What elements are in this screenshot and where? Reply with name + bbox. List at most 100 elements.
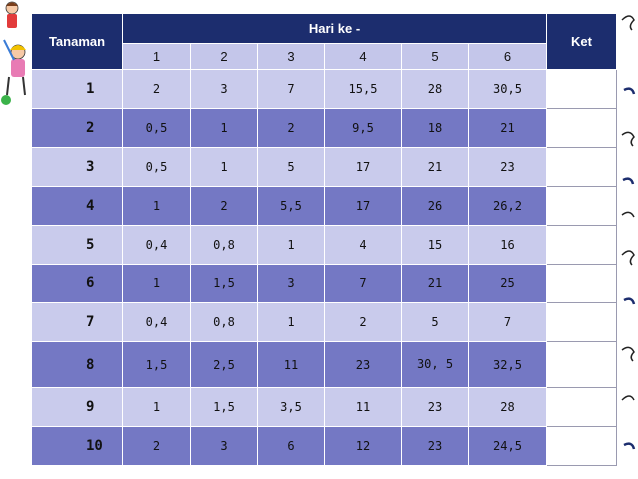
note-cell	[546, 426, 617, 466]
table-cell: 23	[401, 387, 469, 428]
table-cell: 0,4	[122, 224, 191, 265]
table-cell: 0,4	[122, 302, 191, 343]
header-day: 3	[257, 43, 325, 70]
table-cell: 7	[324, 263, 402, 304]
table-row: 5 0,4 0,8 1 4 15 16	[31, 224, 617, 265]
table-cell: 11	[324, 387, 402, 428]
table-cell: 30,5	[468, 69, 547, 109]
plant-number: 9	[31, 387, 123, 428]
table-cell: 23	[401, 426, 469, 466]
table-cell: 1	[190, 107, 258, 148]
table-cell: 21	[401, 146, 469, 187]
table-cell: 1	[122, 185, 191, 226]
table-cell: 15	[401, 224, 469, 265]
children-clipart-icon	[1, 1, 26, 105]
table-cell: 21	[401, 263, 469, 304]
table-cell: 2	[122, 69, 191, 109]
header-day: 1	[122, 43, 191, 70]
table-cell: 3	[257, 263, 325, 304]
table-cell: 0,8	[190, 224, 258, 265]
plant-number: 6	[31, 263, 123, 304]
table-cell: 3,5	[257, 387, 325, 428]
note-cell	[546, 387, 617, 428]
note-cell	[546, 107, 617, 148]
table-cell: 25	[468, 263, 547, 304]
table-cell: 11	[257, 341, 325, 389]
header-day: 6	[468, 43, 547, 70]
note-cell	[546, 263, 617, 304]
table-cell: 0,8	[190, 302, 258, 343]
plant-number: 1	[31, 69, 123, 109]
table-cell: 15,5	[324, 69, 402, 109]
plant-number: 10	[31, 426, 123, 466]
note-cell	[546, 146, 617, 187]
table-row: 9 1 1,5 3,5 11 23 28	[31, 387, 617, 428]
table-cell: 28	[468, 387, 547, 428]
table-cell: 3	[190, 69, 258, 109]
header-note: Ket	[546, 13, 617, 70]
table-cell: 3	[190, 426, 258, 466]
table-cell: 4	[324, 224, 402, 265]
note-cell	[546, 302, 617, 343]
table-row: 10 2 3 6 12 23 24,5	[31, 426, 617, 466]
table-cell: 7	[257, 69, 325, 109]
header-day: 4	[324, 43, 402, 70]
table-cell: 9,5	[324, 107, 402, 148]
plant-number: 5	[31, 224, 123, 265]
table-row: 1 2 3 7 15,5 28 30,5	[31, 69, 617, 109]
table-cell: 1	[122, 387, 191, 428]
table-cell: 28	[401, 69, 469, 109]
table-cell: 0,5	[122, 146, 191, 187]
table-row: 7 0,4 0,8 1 2 5 7	[31, 302, 617, 343]
table-cell: 16	[468, 224, 547, 265]
note-cell	[546, 224, 617, 265]
table-cell: 17	[324, 185, 402, 226]
note-cell	[546, 185, 617, 226]
table-cell: 2	[324, 302, 402, 343]
table-cell: 26	[401, 185, 469, 226]
table-cell: 2	[122, 426, 191, 466]
table-cell: 7	[468, 302, 547, 343]
table-cell: 2	[190, 185, 258, 226]
growth-table: Tanaman Hari ke - Ket 1 2 3 4 5 6 1 2 3 …	[31, 13, 617, 466]
plant-number: 4	[31, 185, 123, 226]
table-cell: 1	[190, 146, 258, 187]
table-row: 8 1,5 2,5 11 23 30, 5 32,5	[31, 341, 617, 389]
table-cell: 30, 5	[401, 341, 469, 389]
table-cell: 5,5	[257, 185, 325, 226]
table-cell: 12	[324, 426, 402, 466]
table-row: 3 0,5 1 5 17 21 23	[31, 146, 617, 187]
table-cell: 1	[257, 302, 325, 343]
table-cell: 17	[324, 146, 402, 187]
table-cell: 5	[257, 146, 325, 187]
note-cell	[546, 69, 617, 109]
plant-number: 2	[31, 107, 123, 148]
table-cell: 23	[324, 341, 402, 389]
table-cell: 1,5	[190, 263, 258, 304]
table-cell: 2,5	[190, 341, 258, 389]
header-day: 5	[401, 43, 469, 70]
table-row: 6 1 1,5 3 7 21 25	[31, 263, 617, 304]
table-row: 4 1 2 5,5 17 26 26,2	[31, 185, 617, 226]
table-cell: 1,5	[122, 341, 191, 389]
table-cell: 1,5	[190, 387, 258, 428]
plant-number: 8	[31, 341, 123, 389]
table-cell: 23	[468, 146, 547, 187]
table-row: 2 0,5 1 2 9,5 18 21	[31, 107, 617, 148]
table-cell: 32,5	[468, 341, 547, 389]
table-cell: 5	[401, 302, 469, 343]
table-cell: 26,2	[468, 185, 547, 226]
plant-number: 3	[31, 146, 123, 187]
table-cell: 24,5	[468, 426, 547, 466]
table-cell: 18	[401, 107, 469, 148]
header-day: 2	[190, 43, 258, 70]
table-cell: 0,5	[122, 107, 191, 148]
header-day-group: Hari ke -	[122, 13, 547, 44]
table-cell: 1	[257, 224, 325, 265]
note-cell	[546, 341, 617, 389]
table-cell: 2	[257, 107, 325, 148]
plant-number: 7	[31, 302, 123, 343]
table-cell: 6	[257, 426, 325, 466]
header-plant: Tanaman	[31, 13, 123, 70]
table-cell: 1	[122, 263, 191, 304]
